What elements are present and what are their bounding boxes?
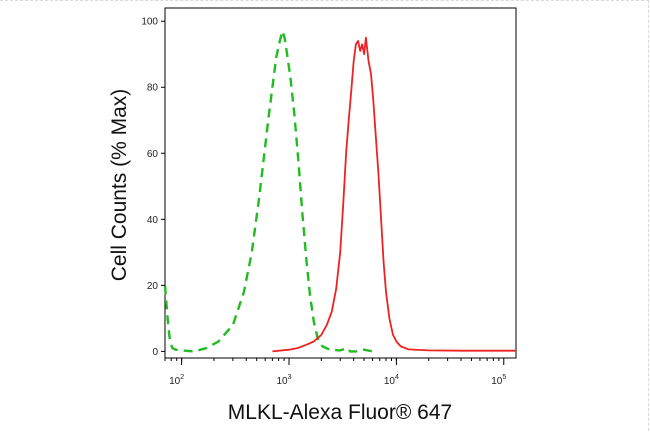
x-axis-title: MLKL-Alexa Fluor® 647 [228,401,452,424]
x-axis: 102 103 104 105 [164,358,506,387]
x-tick-label-10000: 104 [384,374,399,387]
y-axis: 0 20 40 60 80 100 [141,17,165,358]
x-tick-label-100: 102 [169,374,184,387]
plot-area [164,7,517,359]
y-tick-label-80: 80 [147,83,159,94]
y-tick-label-20: 20 [147,281,159,292]
histogram-series-1 [163,29,373,353]
x-tick-label-1000: 103 [276,374,291,387]
y-tick-label-100: 100 [141,17,158,28]
y-tick-label-40: 40 [147,215,159,226]
x-tick-label-100000: 105 [491,374,506,387]
y-tick-label-0: 0 [152,347,158,358]
histogram-series-2 [272,36,516,353]
y-axis-title: Cell Counts (% Max) [108,89,131,282]
histogram-curves [163,29,516,353]
y-tick-label-60: 60 [147,149,159,160]
